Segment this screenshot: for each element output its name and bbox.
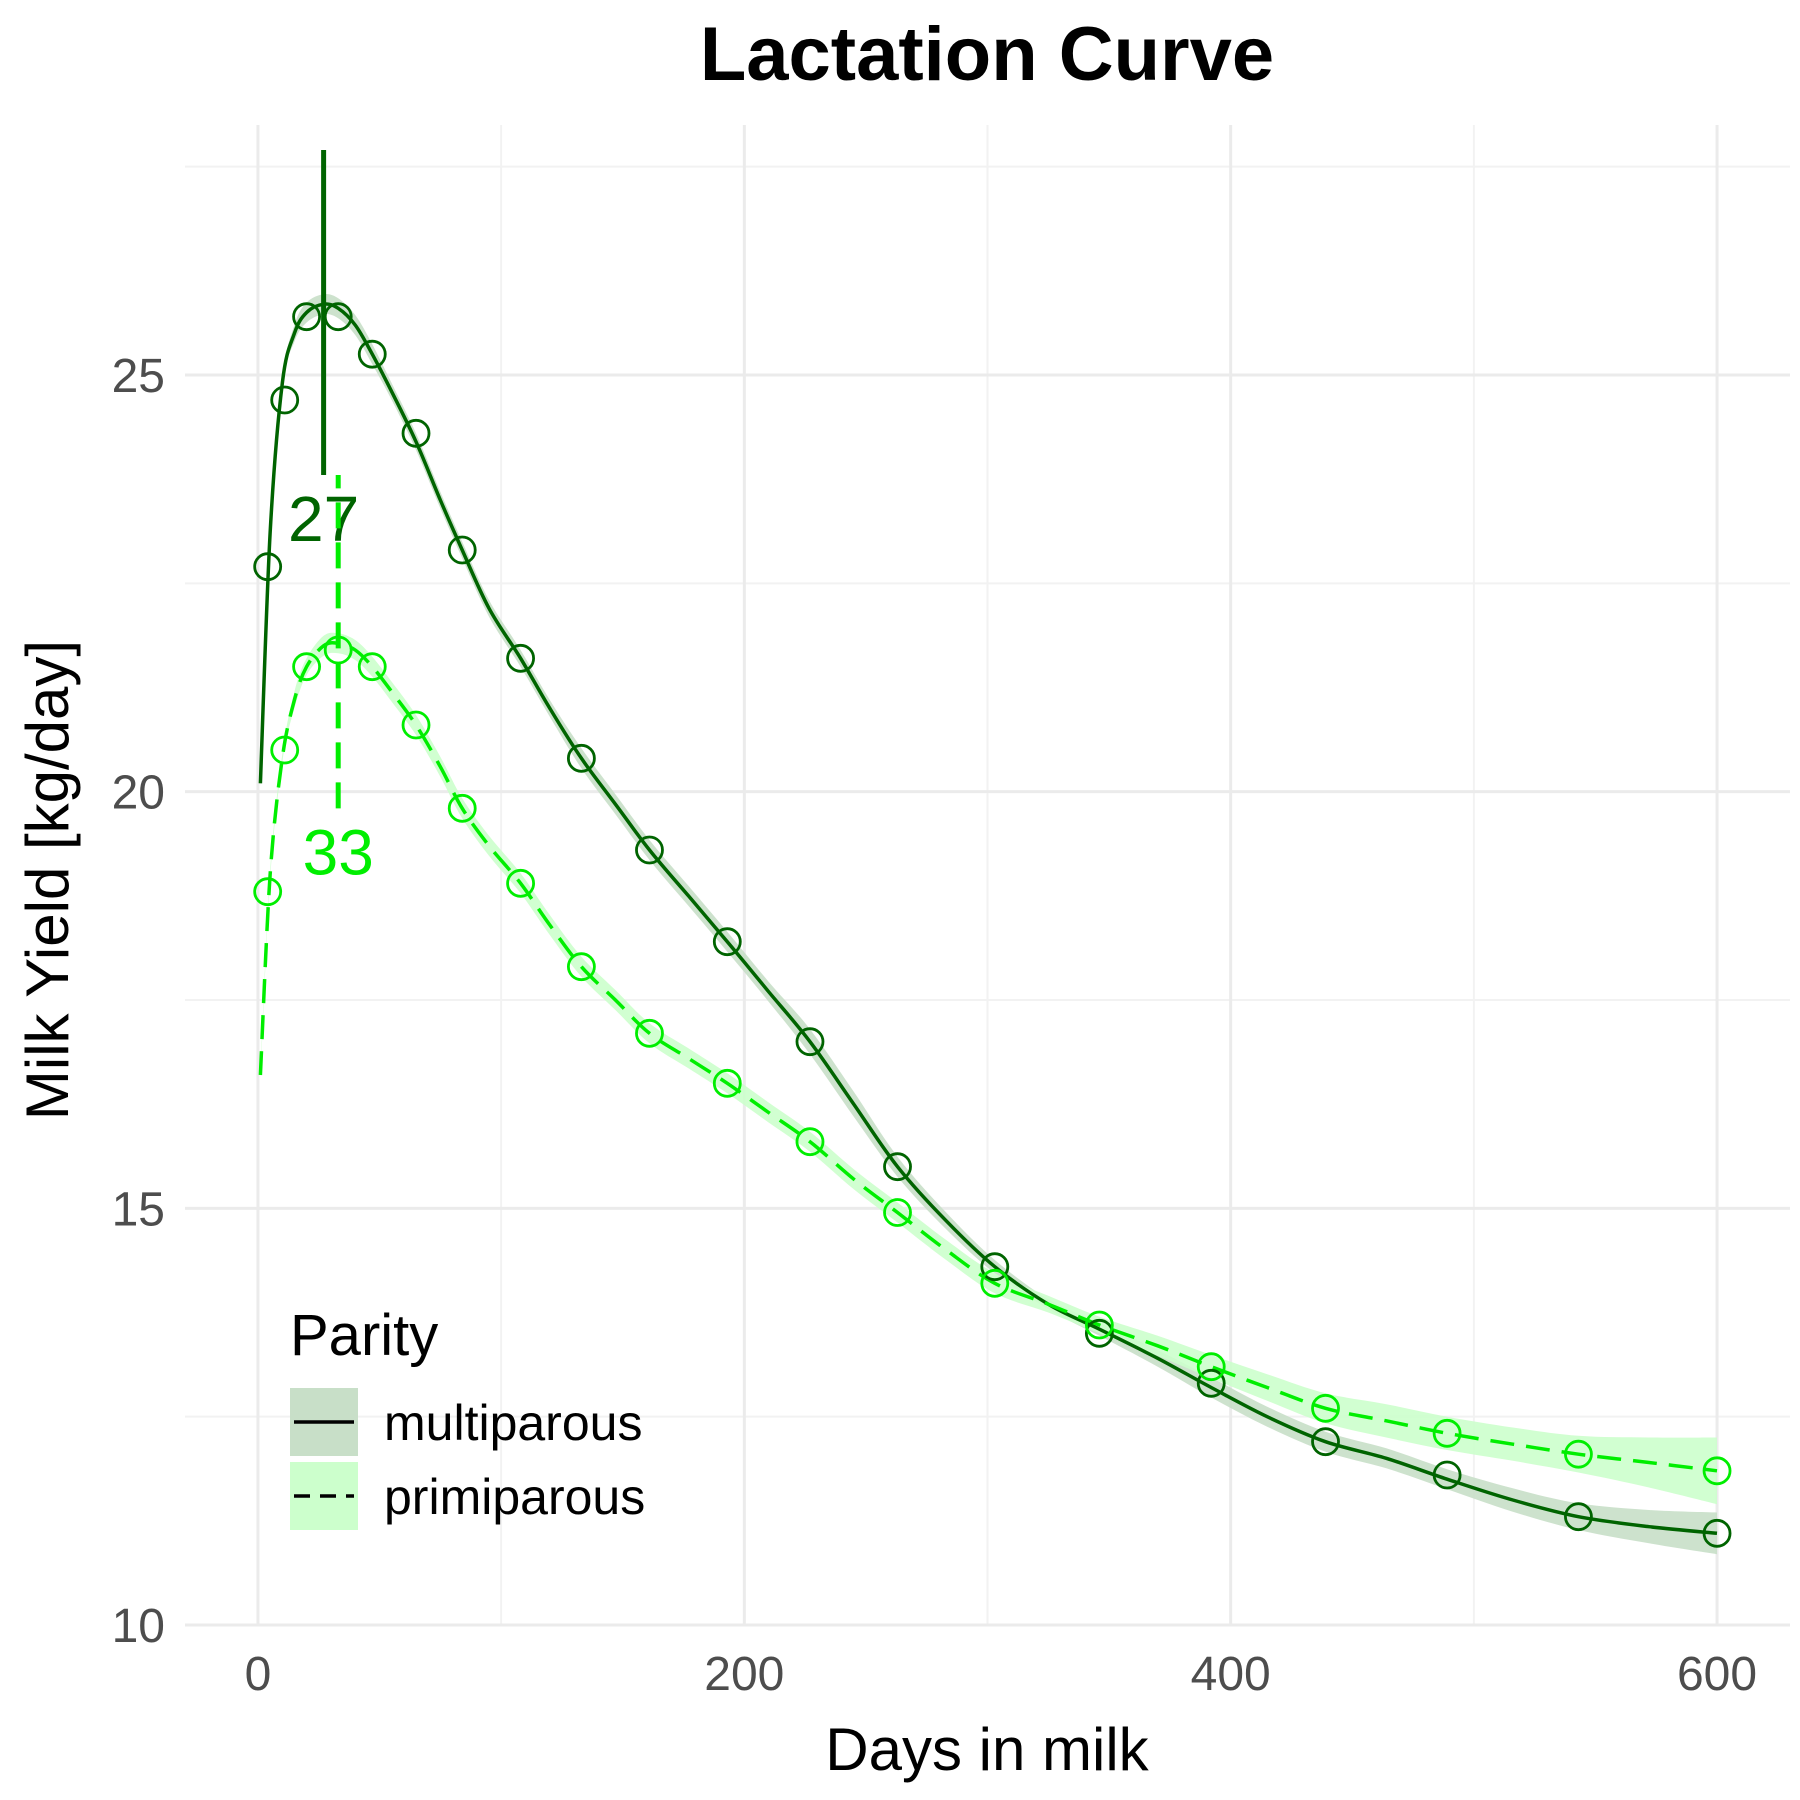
y-axis-title: Milk Yield [kg/day] [14,640,81,1120]
multiparous-point [566,743,596,773]
x-tick-label: 0 [245,1648,272,1701]
multiparous-point [401,418,431,448]
peak-markers: 27 33 [288,150,374,888]
grid-lines [185,125,1790,1627]
x-axis-title: Days in milk [825,1716,1149,1783]
multiparous-confidence-ribbon [260,294,1717,1555]
primiparous-point [1432,1418,1462,1448]
primiparous-point [401,710,431,740]
multiparous-point [712,927,742,957]
multiparous-point [292,302,321,332]
primiparous-point [795,1127,825,1157]
multiparous-point [635,835,664,865]
multiparous-peak-label: 27 [288,483,359,555]
multiparous-point [1196,1368,1226,1398]
legend-items: multiparous primiparous [290,1388,645,1530]
multiparous-point [1432,1460,1462,1490]
y-axis-ticks: 10 15 20 25 [112,350,165,1653]
primiparous-confidence-ribbon [260,632,1717,1505]
multiparous-point [1311,1427,1340,1457]
primiparous-point [357,652,387,682]
primiparous-point [1196,1352,1226,1382]
primiparous-point [1702,1456,1732,1486]
multiparous-point [323,302,353,332]
multiparous-point [883,1152,912,1182]
primiparous-point [635,1018,664,1048]
primiparous-point [980,1268,1010,1298]
x-tick-label: 200 [704,1648,784,1701]
multiparous-point [1564,1502,1593,1532]
x-tick-label: 600 [1677,1648,1757,1701]
legend: Parity multiparous primiparous [290,1303,645,1530]
multiparous-point [1702,1518,1732,1548]
multiparous-point [270,385,300,415]
multiparous-point [357,339,387,369]
multiparous-point [795,1027,825,1057]
primiparous-point [323,635,353,665]
primiparous-point [566,952,596,982]
primiparous-point [292,652,321,682]
y-tick-label: 25 [112,350,165,403]
data-points [253,302,1732,1548]
x-axis-ticks: 0 200 400 600 [245,1648,1757,1701]
fitted-curves [258,302,1718,1536]
multiparous-point [980,1252,1010,1282]
primiparous-point [253,877,283,907]
y-tick-label: 20 [112,767,165,820]
multiparous-point [253,552,283,582]
primiparous-point [447,793,477,823]
primiparous-point [270,735,300,765]
y-tick-label: 15 [112,1183,165,1236]
primiparous-legend-label: primiparous [384,1469,645,1525]
multiparous-point [447,535,477,565]
primiparous-point [1084,1310,1114,1340]
primiparous-point [712,1068,742,1098]
primiparous-point [883,1198,912,1227]
primiparous-point [1311,1393,1340,1423]
x-tick-label: 400 [1191,1648,1271,1701]
primiparous-point [506,868,535,898]
primiparous-curve [258,641,1718,1473]
multiparous-legend-label: multiparous [384,1395,642,1451]
y-tick-label: 10 [112,1600,165,1653]
multiparous-point [1084,1318,1114,1348]
primiparous-point [1564,1439,1593,1469]
chart-title: Lactation Curve [700,12,1274,97]
multiparous-curve [258,302,1718,1536]
primiparous-peak-label: 33 [303,816,374,888]
multiparous-point [506,643,535,673]
legend-title: Parity [290,1303,438,1368]
confidence-ribbons [260,294,1717,1555]
